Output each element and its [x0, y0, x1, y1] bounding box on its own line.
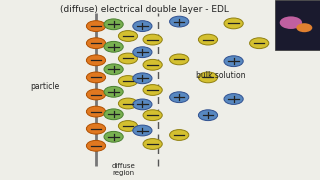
Circle shape [198, 72, 218, 83]
Circle shape [198, 34, 218, 45]
Text: (diffuse) electrical double layer - EDL: (diffuse) electrical double layer - EDL [60, 5, 228, 14]
Circle shape [133, 125, 152, 136]
Circle shape [224, 18, 243, 29]
Circle shape [198, 110, 218, 121]
Circle shape [86, 38, 106, 49]
Circle shape [86, 55, 106, 66]
Circle shape [296, 23, 312, 32]
Circle shape [118, 121, 138, 131]
Circle shape [250, 38, 269, 49]
Text: particle: particle [30, 82, 60, 91]
Circle shape [104, 19, 123, 30]
Circle shape [104, 109, 123, 120]
Circle shape [170, 54, 189, 65]
Circle shape [170, 16, 189, 27]
Circle shape [118, 76, 138, 86]
Circle shape [133, 47, 152, 58]
Circle shape [224, 56, 243, 67]
Circle shape [104, 86, 123, 97]
Circle shape [170, 92, 189, 103]
Circle shape [86, 106, 106, 117]
Circle shape [104, 64, 123, 75]
Circle shape [86, 72, 106, 83]
Circle shape [104, 41, 123, 52]
Circle shape [143, 110, 162, 121]
Circle shape [143, 85, 162, 95]
Circle shape [143, 139, 162, 149]
Circle shape [133, 99, 152, 110]
Circle shape [104, 131, 123, 142]
Circle shape [224, 94, 243, 104]
Circle shape [118, 31, 138, 41]
Circle shape [86, 89, 106, 100]
Circle shape [133, 21, 152, 31]
Circle shape [86, 123, 106, 134]
Circle shape [86, 21, 106, 31]
Circle shape [86, 140, 106, 151]
Circle shape [170, 130, 189, 140]
Circle shape [143, 34, 162, 45]
Circle shape [118, 53, 138, 64]
FancyBboxPatch shape [275, 0, 320, 50]
Circle shape [280, 16, 302, 29]
Text: bulk solution: bulk solution [196, 71, 245, 80]
Circle shape [133, 73, 152, 84]
Circle shape [118, 98, 138, 109]
Text: diffuse
region: diffuse region [111, 163, 135, 176]
Circle shape [143, 59, 162, 70]
